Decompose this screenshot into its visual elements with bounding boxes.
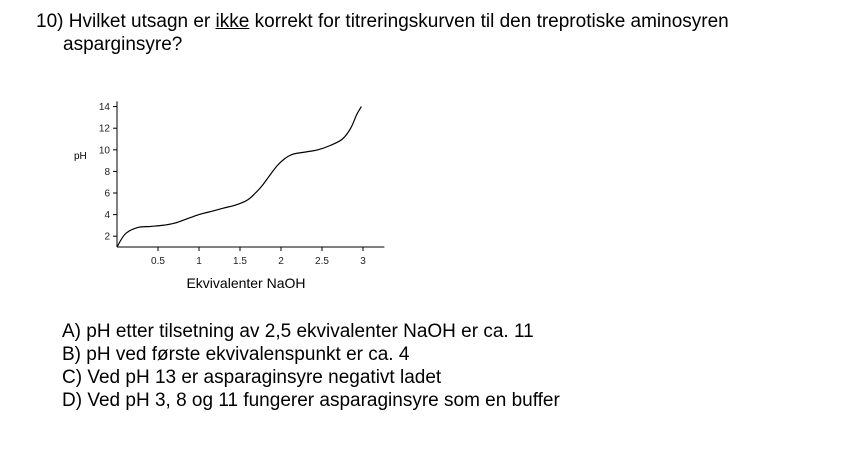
answer-letter: A)	[62, 321, 81, 342]
answer-option-d: D) Ved pH 3, 8 og 11 fungerer asparagins…	[62, 389, 560, 412]
question: 10) Hvilket utsagn er ikke korrekt for t…	[36, 10, 836, 56]
answer-text: pH ved første ekvivalenspunkt er ca. 4	[86, 344, 410, 365]
titration-chart: 2 4 6 8 10 12 14 0.5 1 1.5 2 2.5 3 pH Ekvivalenter …	[74, 101, 385, 291]
question-number: 10)	[36, 11, 64, 32]
titration-curve	[116, 106, 362, 248]
x-tick-label: 2.5	[315, 256, 329, 267]
question-text-after: korrekt for titreringskurven til den tre…	[254, 11, 729, 32]
y-tick-label: 6	[104, 189, 110, 200]
chart-axes	[116, 101, 385, 248]
y-ticks: 2 4 6 8 10 12 14	[99, 102, 117, 243]
x-tick-label: 1	[196, 256, 202, 267]
y-tick-label: 4	[104, 210, 110, 221]
answer-option-a: A) pH etter tilsetning av 2,5 ekvivalent…	[62, 320, 560, 343]
answer-letter: B)	[62, 344, 81, 365]
answer-list: A) pH etter tilsetning av 2,5 ekvivalent…	[62, 320, 560, 412]
answer-letter: C)	[62, 367, 83, 388]
y-tick-label: 12	[99, 124, 111, 135]
answer-option-c: C) Ved pH 13 er asparaginsyre negativt l…	[62, 366, 560, 389]
y-tick-label: 10	[99, 145, 111, 156]
y-axis-label: pH	[74, 151, 87, 162]
x-ticks: 0.5 1 1.5 2 2.5 3	[151, 247, 366, 267]
x-axis-label: Ekvivalenter NaOH	[186, 275, 305, 291]
question-line2: asparginsyre?	[63, 34, 183, 55]
y-tick-label: 8	[104, 167, 110, 178]
answer-text: Ved pH 3, 8 og 11 fungerer asparaginsyre…	[87, 390, 560, 411]
answer-text: pH etter tilsetning av 2,5 ekvivalenter …	[86, 321, 534, 342]
x-tick-label: 1.5	[233, 256, 247, 267]
answer-text: Ved pH 13 er asparaginsyre negativt lade…	[87, 367, 442, 388]
question-emphasis: ikke	[215, 11, 250, 32]
x-tick-label: 3	[360, 256, 366, 267]
answer-option-b: B) pH ved første ekvivalenspunkt er ca. …	[62, 343, 560, 366]
x-tick-label: 2	[278, 256, 284, 267]
question-text-before: Hvilket utsagn er	[68, 11, 211, 32]
y-tick-label: 2	[104, 232, 110, 243]
answer-letter: D)	[62, 390, 83, 411]
y-tick-label: 14	[99, 102, 111, 113]
x-tick-label: 0.5	[151, 256, 165, 267]
